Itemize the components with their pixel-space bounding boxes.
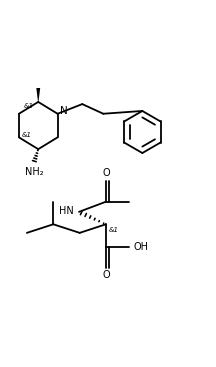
Text: &1: &1 bbox=[22, 132, 32, 138]
Text: NH₂: NH₂ bbox=[25, 167, 43, 177]
Text: O: O bbox=[102, 270, 110, 280]
Text: O: O bbox=[102, 168, 110, 178]
Text: OH: OH bbox=[133, 242, 148, 252]
Text: HN: HN bbox=[59, 206, 74, 215]
Text: &1: &1 bbox=[24, 103, 34, 109]
Text: &1: &1 bbox=[109, 227, 119, 233]
Polygon shape bbox=[36, 88, 40, 102]
Text: N: N bbox=[60, 106, 68, 116]
